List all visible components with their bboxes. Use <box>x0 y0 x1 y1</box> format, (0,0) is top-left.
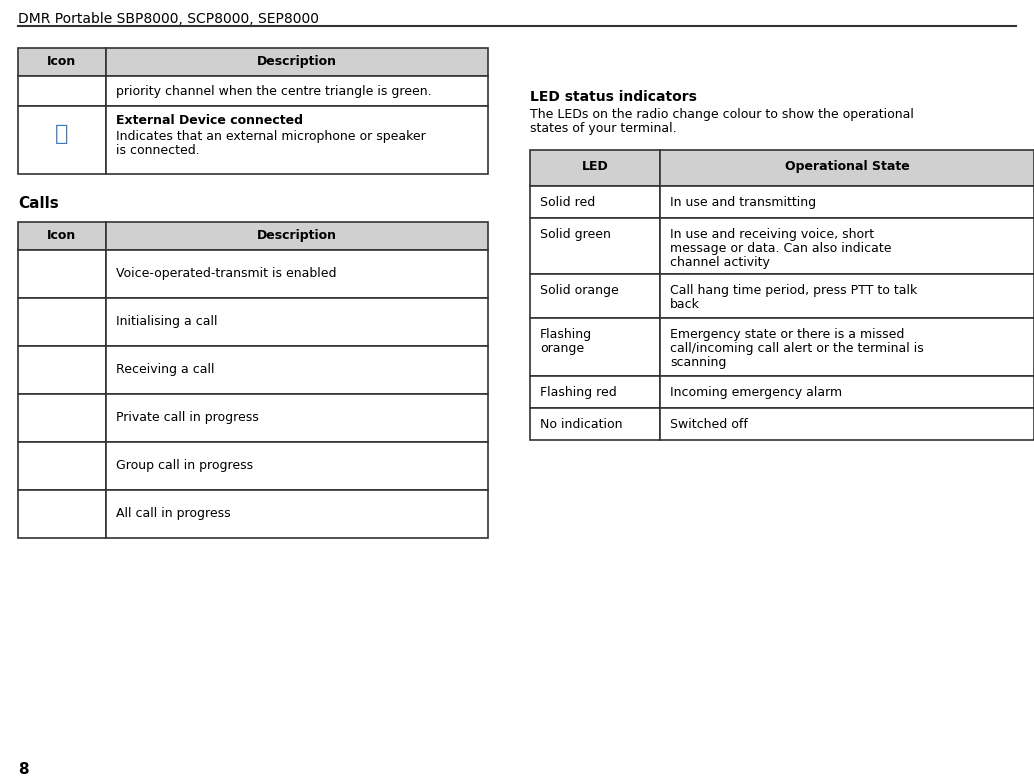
Text: Icon: Icon <box>48 55 77 68</box>
Text: 8: 8 <box>18 762 29 777</box>
Bar <box>660 376 1034 408</box>
Bar <box>107 298 488 346</box>
Text: Private call in progress: Private call in progress <box>116 411 258 424</box>
Bar <box>530 408 660 440</box>
Text: LED: LED <box>581 160 608 173</box>
Bar <box>18 490 107 538</box>
Bar <box>530 150 660 186</box>
Bar <box>18 76 107 106</box>
Bar <box>18 298 107 346</box>
Bar <box>660 274 1034 318</box>
Text: Solid red: Solid red <box>540 196 596 209</box>
Text: The LEDs on the radio change colour to show the operational: The LEDs on the radio change colour to s… <box>530 108 914 121</box>
Text: states of your terminal.: states of your terminal. <box>530 122 676 135</box>
Bar <box>660 186 1034 218</box>
Bar <box>530 186 660 218</box>
Bar <box>530 274 660 318</box>
Bar <box>660 150 1034 186</box>
Bar <box>18 442 107 490</box>
Bar <box>107 76 488 106</box>
Bar <box>107 250 488 298</box>
Bar <box>660 218 1034 274</box>
Text: Group call in progress: Group call in progress <box>116 459 253 472</box>
Text: Indicates that an external microphone or speaker: Indicates that an external microphone or… <box>116 130 426 143</box>
Bar <box>18 394 107 442</box>
Bar <box>18 106 107 174</box>
Text: channel activity: channel activity <box>670 256 770 269</box>
Text: No indication: No indication <box>540 418 622 431</box>
Text: call/incoming call alert or the terminal is: call/incoming call alert or the terminal… <box>670 342 923 355</box>
Text: message or data. Can also indicate: message or data. Can also indicate <box>670 242 891 255</box>
Text: back: back <box>670 298 700 311</box>
Bar <box>660 318 1034 376</box>
Text: 🎧: 🎧 <box>55 124 68 144</box>
Bar <box>18 222 107 250</box>
Bar <box>18 48 107 76</box>
Text: Operational State: Operational State <box>785 160 909 173</box>
Text: In use and transmitting: In use and transmitting <box>670 196 816 209</box>
Text: orange: orange <box>540 342 584 355</box>
Text: Voice-operated-transmit is enabled: Voice-operated-transmit is enabled <box>116 267 336 280</box>
Bar <box>530 376 660 408</box>
Text: priority channel when the centre triangle is green.: priority channel when the centre triangl… <box>116 85 431 98</box>
Text: scanning: scanning <box>670 356 726 369</box>
Text: Icon: Icon <box>48 229 77 242</box>
Text: Description: Description <box>257 55 337 68</box>
Text: Emergency state or there is a missed: Emergency state or there is a missed <box>670 328 905 341</box>
Text: Description: Description <box>257 229 337 242</box>
Text: In use and receiving voice, short: In use and receiving voice, short <box>670 228 874 241</box>
Bar <box>530 218 660 274</box>
Bar <box>18 346 107 394</box>
Text: Solid orange: Solid orange <box>540 284 618 297</box>
Text: Incoming emergency alarm: Incoming emergency alarm <box>670 386 842 399</box>
Text: Switched off: Switched off <box>670 418 748 431</box>
Text: Call hang time period, press PTT to talk: Call hang time period, press PTT to talk <box>670 284 917 297</box>
Text: LED status indicators: LED status indicators <box>530 90 697 104</box>
Text: Calls: Calls <box>18 196 59 211</box>
Bar <box>107 490 488 538</box>
Text: DMR Portable SBP8000, SCP8000, SEP8000: DMR Portable SBP8000, SCP8000, SEP8000 <box>18 12 320 26</box>
Bar <box>18 250 107 298</box>
Bar <box>107 394 488 442</box>
Text: External Device connected: External Device connected <box>116 114 303 127</box>
Text: is connected.: is connected. <box>116 144 200 157</box>
Text: Solid green: Solid green <box>540 228 611 241</box>
Text: Receiving a call: Receiving a call <box>116 363 214 376</box>
Bar <box>660 408 1034 440</box>
Bar <box>107 442 488 490</box>
Bar <box>530 318 660 376</box>
Bar <box>107 346 488 394</box>
Text: Flashing red: Flashing red <box>540 386 616 399</box>
Text: Initialising a call: Initialising a call <box>116 315 217 328</box>
Text: Flashing: Flashing <box>540 328 592 341</box>
Bar <box>107 106 488 174</box>
Text: All call in progress: All call in progress <box>116 507 231 520</box>
Bar <box>107 48 488 76</box>
Bar <box>107 222 488 250</box>
